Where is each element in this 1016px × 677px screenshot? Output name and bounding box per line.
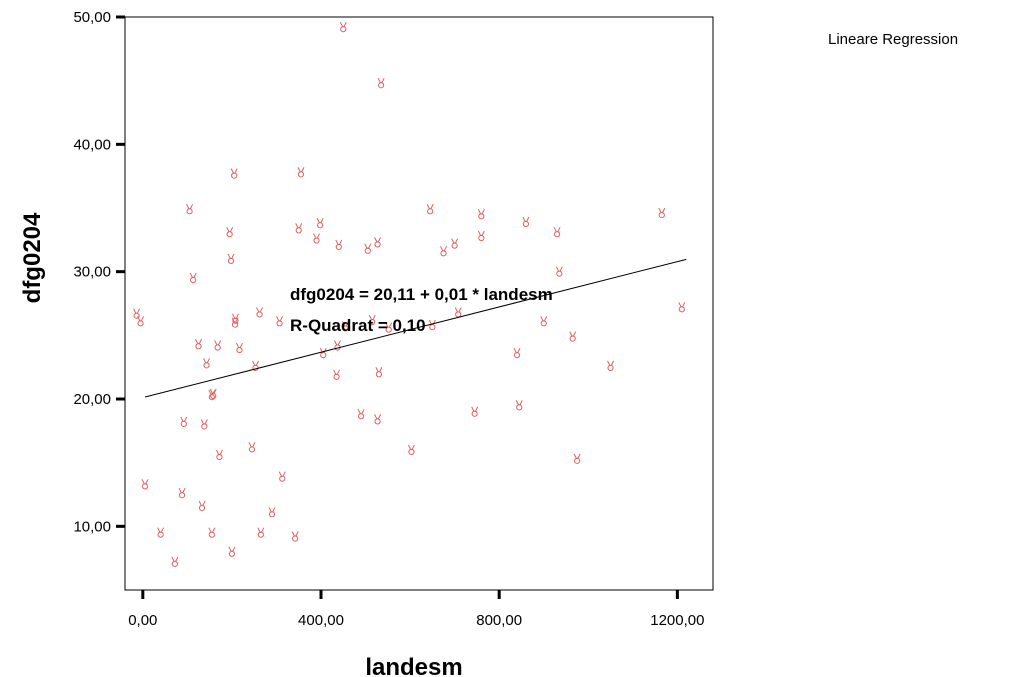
data-point: [426, 204, 434, 215]
data-point: [553, 226, 561, 238]
data-point: [440, 246, 447, 257]
data-point: [268, 507, 276, 518]
data-point: [339, 21, 347, 33]
y-tick-label: 30,00: [73, 264, 111, 281]
data-point: [198, 500, 206, 512]
y-axis: 10,00 20,00 30,00 40,00 50,00: [73, 9, 125, 535]
data-point: [214, 340, 222, 351]
data-point: [186, 204, 194, 215]
data-point: [133, 308, 141, 319]
data-point: [178, 488, 186, 499]
y-tick-label: 20,00: [73, 391, 111, 408]
x-axis: 0,00 400,00 800,00 1200,00: [128, 590, 704, 629]
x-tick-label: 800,00: [476, 612, 522, 629]
data-point: [374, 237, 382, 248]
data-point: [573, 453, 581, 464]
data-point: [375, 367, 383, 378]
data-point: [180, 416, 188, 428]
data-point: [357, 409, 365, 420]
data-point: [232, 313, 239, 324]
legend-label: Lineare Regression: [828, 31, 958, 48]
x-tick-label: 400,00: [298, 612, 344, 629]
data-point: [256, 307, 263, 318]
data-point: [195, 339, 202, 350]
data-point: [477, 230, 485, 242]
data-point: [141, 479, 149, 490]
data-point: [157, 527, 165, 538]
data-point: [342, 321, 349, 332]
y-axis-title: dfg0204: [19, 212, 46, 303]
data-point: [248, 442, 256, 453]
data-point: [513, 347, 521, 359]
data-point: [226, 226, 234, 238]
data-point: [374, 414, 382, 425]
data-point: [407, 444, 415, 456]
data-point: [313, 233, 320, 244]
data-point: [540, 316, 548, 327]
data-point: [319, 347, 327, 359]
data-point: [291, 531, 299, 542]
data-point: [208, 527, 216, 538]
y-tick-label: 50,00: [73, 9, 111, 26]
data-point: [335, 239, 343, 251]
data-point: [236, 342, 243, 354]
data-point: [228, 546, 236, 557]
data-point: [203, 358, 210, 369]
data-point: [607, 360, 614, 371]
data-point: [295, 223, 303, 234]
data-point: [555, 266, 563, 277]
data-point: [658, 207, 666, 219]
data-point: [451, 238, 459, 249]
data-point: [368, 314, 376, 326]
regression-line: [144, 258, 687, 398]
data-point: [230, 168, 238, 179]
data-point: [171, 556, 179, 568]
data-point: [515, 400, 523, 411]
data-point: [316, 218, 324, 229]
data-point: [477, 209, 485, 220]
x-tick-label: 0,00: [128, 612, 157, 629]
data-point: [276, 316, 284, 327]
data-point: [454, 307, 462, 318]
data-point: [278, 471, 286, 482]
data-point: [257, 527, 265, 538]
data-point: [522, 216, 530, 228]
data-point: [678, 302, 686, 313]
data-point: [333, 369, 341, 380]
data-point: [209, 388, 217, 400]
data-point: [215, 449, 223, 461]
data-point: [377, 77, 385, 89]
data-point: [569, 331, 577, 342]
x-axis-title: landesm: [365, 654, 462, 677]
data-point: [200, 419, 208, 430]
plot-frame: [124, 16, 714, 591]
data-point: [137, 316, 145, 327]
y-tick-label: 40,00: [73, 136, 111, 153]
r-squared-label: R-Quadrat = 0,10: [290, 316, 426, 335]
data-point: [297, 167, 305, 178]
data-points: [133, 21, 686, 568]
data-point: [227, 253, 235, 265]
data-point: [364, 243, 372, 254]
y-tick-label: 10,00: [73, 518, 111, 535]
data-point: [385, 322, 393, 333]
regression-equation: dfg0204 = 20,11 + 0,01 * landesm: [290, 285, 553, 304]
data-point: [471, 406, 479, 417]
x-tick-label: 1200,00: [650, 612, 704, 629]
data-point: [189, 272, 197, 284]
